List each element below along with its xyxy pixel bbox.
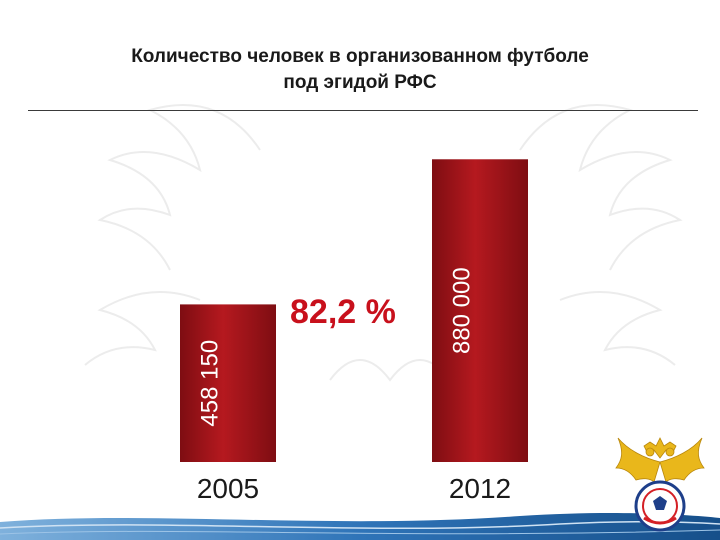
rfs-double-headed-eagle-emblem-icon [615, 437, 705, 532]
title-divider [28, 110, 698, 111]
bar-value-label-2005: 458 150 [197, 340, 224, 427]
x-tick-label-2005: 2005 [197, 473, 259, 504]
bottom-wave-band [0, 512, 720, 540]
growth-percentage: 82,2 % [290, 293, 396, 331]
title-line-2: под эгидой РФС [283, 72, 437, 93]
bar-2012 [432, 159, 528, 462]
x-tick-label-2012: 2012 [449, 473, 511, 504]
bar-value-label-2012: 880 000 [449, 267, 476, 354]
chart-title: Количество человек в организованном футб… [60, 44, 660, 96]
bar-2005 [180, 304, 276, 462]
title-line-1: Количество человек в организованном футб… [131, 46, 589, 67]
